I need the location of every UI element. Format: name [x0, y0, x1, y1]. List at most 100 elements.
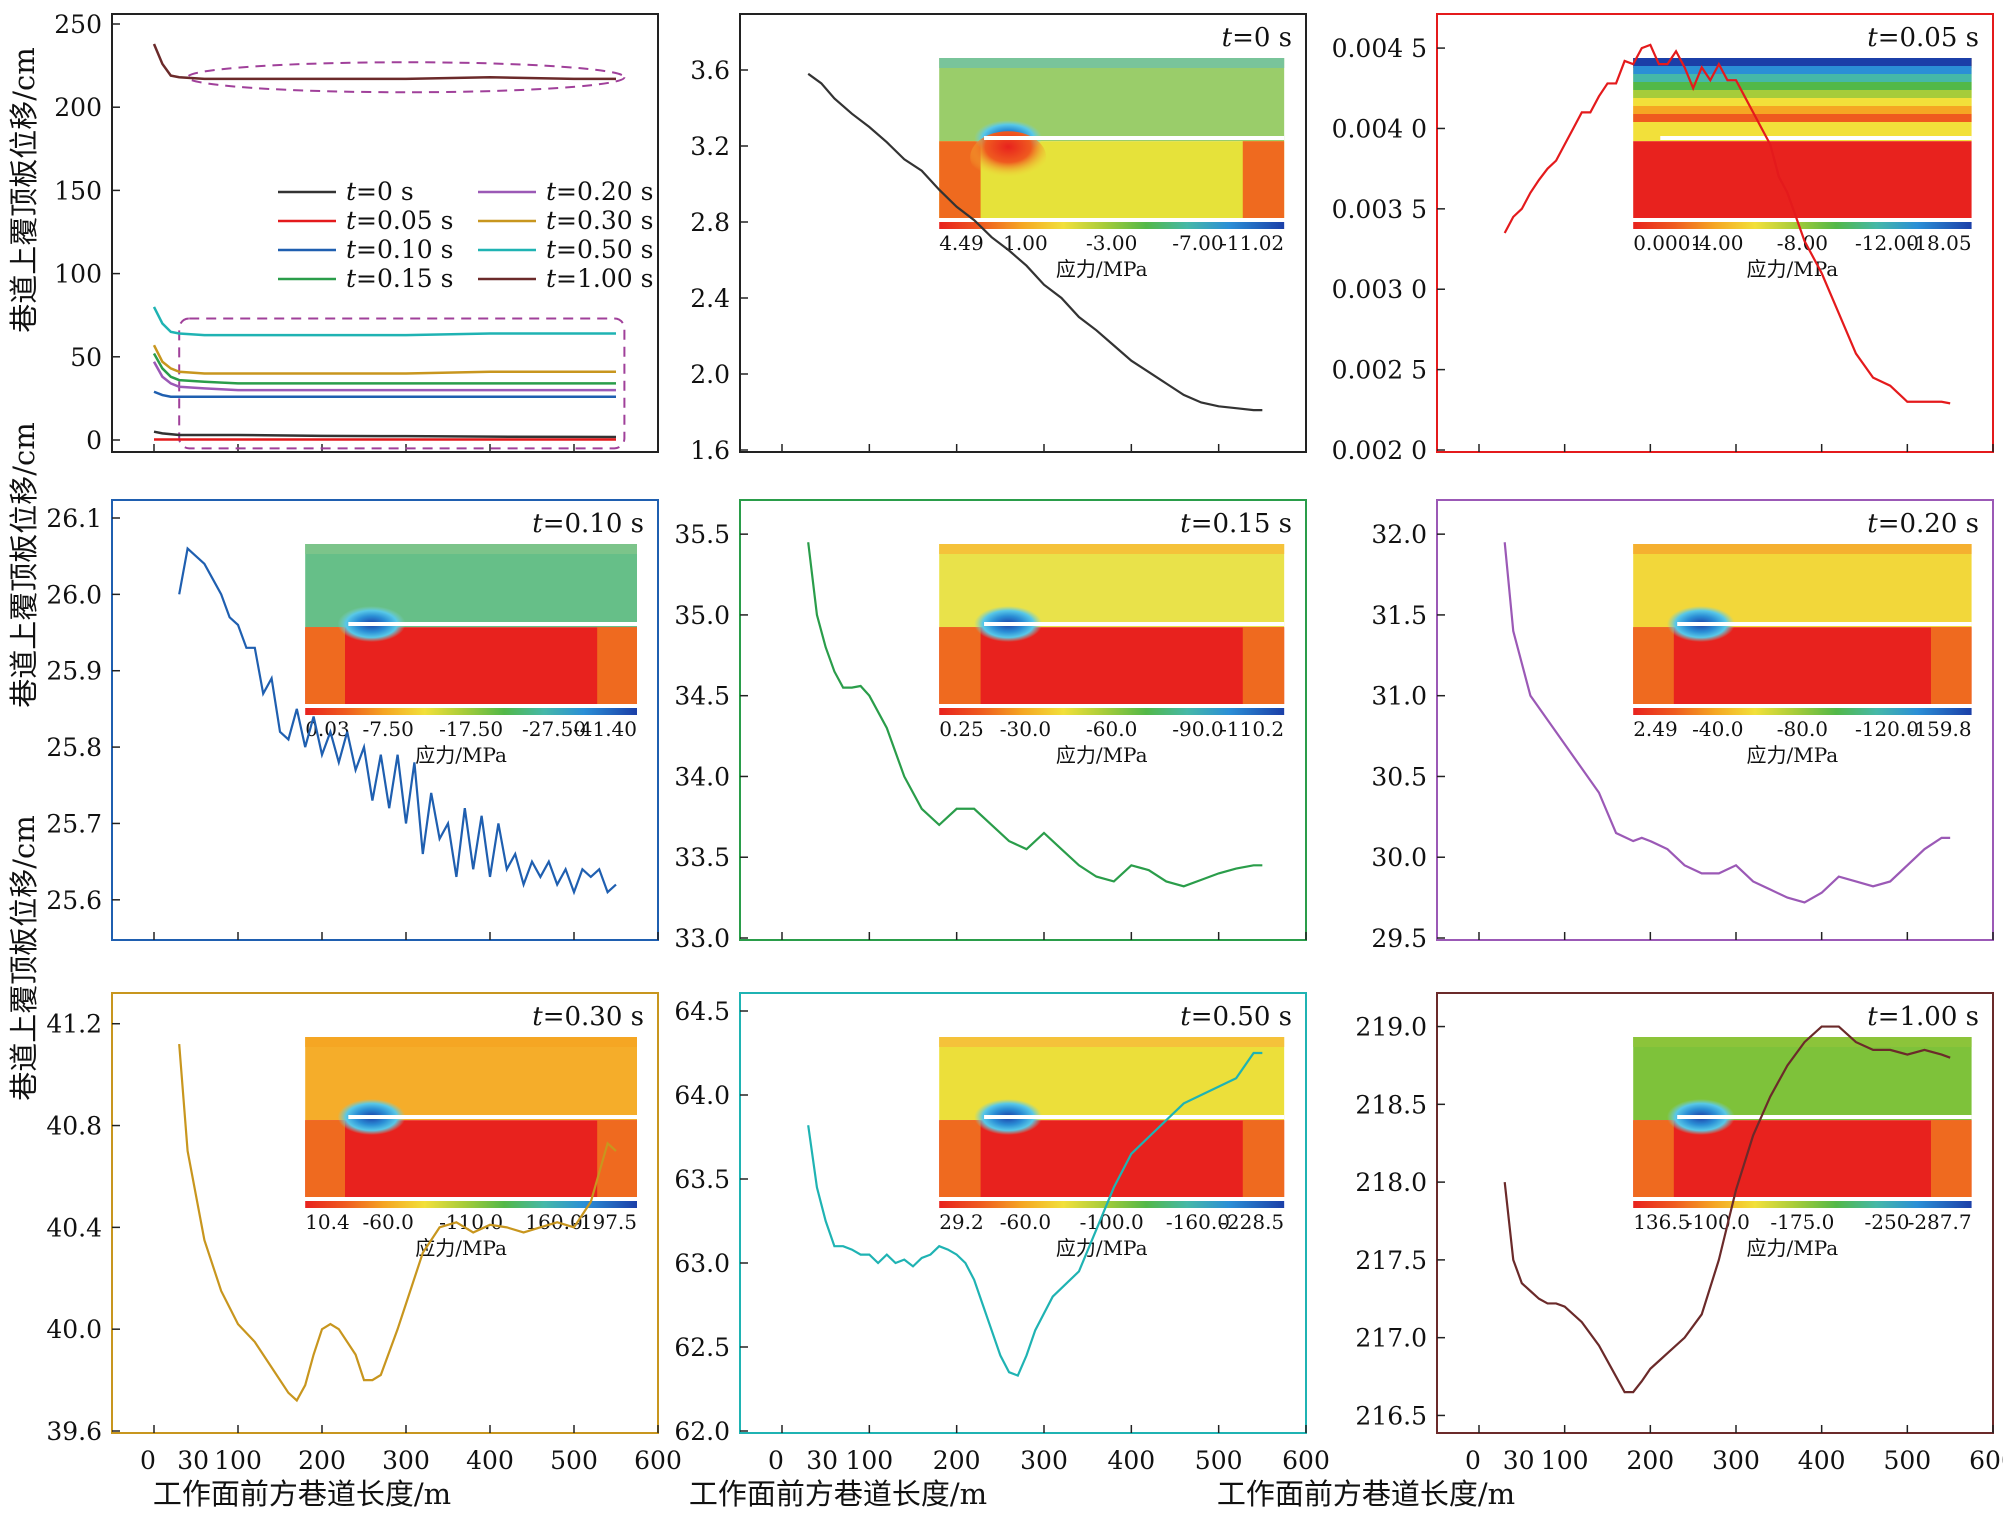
contour-edge-right	[1242, 141, 1285, 218]
y-tick-label: 34.0	[674, 762, 730, 791]
y-tick-label: 218.5	[1355, 1090, 1427, 1119]
contour-top-band	[939, 58, 1285, 68]
y-tick-label: 2.4	[690, 284, 730, 313]
y-tick-label: 62.5	[674, 1333, 730, 1362]
contour-edge-left	[1633, 1120, 1674, 1197]
series-t0s	[153, 430, 617, 439]
colorbar-tick-label: -60.0	[1086, 717, 1137, 741]
stress-contour-inset: 29.2 -60.0 -100.0 -160.0-228.5 应力/MPa	[939, 1037, 1285, 1260]
series-line	[807, 72, 1263, 412]
y-tick-label: 3.6	[690, 56, 730, 85]
y-tick-label: 40.4	[46, 1213, 102, 1242]
stress-contour-inset: 10.4 -60.0 -110.0 160.0-197.5应力/MPa	[305, 1037, 637, 1260]
colorbar-tick-label: 2.49	[1633, 717, 1678, 741]
legend-label: t=0.20 s	[546, 177, 653, 206]
series-line	[1503, 1025, 1951, 1394]
colorbar	[939, 708, 1285, 715]
y-tick-label: 64.0	[674, 1081, 730, 1110]
panel-frame	[111, 499, 659, 941]
colorbar-unit-label: 应力/MPa	[1056, 257, 1148, 281]
y-tick-label: 217.5	[1355, 1246, 1427, 1275]
contour-top-band	[1633, 544, 1972, 554]
colorbar-tick-label: -228.5	[1220, 1210, 1284, 1234]
y-tick-label: 31.0	[1371, 682, 1427, 711]
y-tick-label: 0	[86, 426, 102, 455]
panel-t015: 33.0 33.5 34.0 34.5 35.0 35.5 0.25 -30.0 -60.0 -9…	[674, 499, 1307, 953]
contour-band	[1633, 98, 1972, 106]
colorbar	[1633, 708, 1972, 715]
legend-label: t=0 s	[346, 177, 414, 206]
y-tick-label: 0.002 5	[1332, 356, 1427, 385]
panel-title: t=1.00 s	[1867, 1002, 1979, 1032]
x-tick-label: 500	[1883, 1446, 1931, 1475]
y-tick-label: 29.5	[1371, 924, 1427, 953]
colorbar-unit-label: 应力/MPa	[1056, 743, 1148, 767]
contour-band	[1633, 106, 1972, 114]
contour-top-band	[305, 544, 637, 554]
y-tick-label: 31.5	[1371, 601, 1427, 630]
colorbar	[1633, 222, 1972, 229]
y-tick-label: 30.0	[1371, 843, 1427, 872]
series-t015s	[152, 352, 616, 385]
contour-edge-right	[1930, 627, 1972, 704]
colorbar-unit-label: 应力/MPa	[1056, 1236, 1148, 1260]
contour-red-zone	[970, 131, 1047, 184]
y-tick-label: 33.0	[674, 924, 730, 953]
y-axis-label-row2: 巷道上覆顶板位移/cm	[7, 422, 41, 708]
y-tick-label: 50	[70, 343, 102, 372]
x-tick-label: 300	[382, 1446, 430, 1475]
colorbar-tick-label: 10.4	[305, 1210, 350, 1234]
stress-contour-inset: 136.5-100.0 -175.0 -250-287.7 应力/MPa	[1633, 1037, 1972, 1260]
x-tick-label: 200	[1626, 1446, 1674, 1475]
panel-title: t=0.10 s	[532, 509, 644, 539]
panel-frame	[111, 13, 659, 453]
y-tick-label: 33.5	[674, 843, 730, 872]
colorbar	[1633, 1201, 1972, 1208]
panel-frame	[111, 992, 659, 1434]
contour-band	[1633, 82, 1972, 90]
y-tick-label: 0.003 5	[1332, 195, 1427, 224]
colorbar	[305, 1201, 637, 1208]
y-tick-label: 40.0	[46, 1315, 102, 1344]
y-tick-label: 216.5	[1355, 1401, 1427, 1430]
y-tick-label: 63.0	[674, 1249, 730, 1278]
colorbar-tick-label: -250	[1865, 1210, 1910, 1234]
y-tick-label: 150	[54, 176, 102, 205]
contour-lower	[1633, 141, 1972, 218]
x-tick-label: 500	[550, 1446, 598, 1475]
x-tick-label: 100	[1541, 1446, 1589, 1475]
y-tick-label: 3.2	[690, 132, 730, 161]
panel-t010: 25.625.725.825.926.026.10.03 -7.50 -17.50-…	[46, 499, 659, 941]
panel-t050: 62.0 62.5 63.0 63.5 64.0 64.5 0 100 200 300 400 500…	[674, 992, 1330, 1475]
series-line	[178, 546, 617, 896]
panel-title: t=0.50 s	[1180, 1002, 1292, 1032]
panel-title: t=0.05 s	[1867, 23, 1979, 53]
colorbar-tick-label: -175.0	[1770, 1210, 1834, 1234]
x-tick-label: 100	[214, 1446, 262, 1475]
colorbar-tick-label: -159.8	[1908, 717, 1972, 741]
x-tick-label: 400	[1107, 1446, 1155, 1475]
x-tick-label: 400	[1798, 1446, 1846, 1475]
colorbar	[939, 1201, 1285, 1208]
panel-t030: 39.6 40.0 40.4 40.8 41.2 0 100 200 300 400 500 600 3…	[46, 992, 682, 1475]
y-tick-label: 32.0	[1371, 520, 1427, 549]
legend-label: t=0.30 s	[546, 206, 653, 235]
colorbar-tick-label: -60.0	[1000, 1210, 1051, 1234]
y-tick-label: 218.0	[1355, 1168, 1427, 1197]
stress-contour-inset: 2.49 -40.0 -80.0 -120.0-159.8 应力/MPa	[1633, 544, 1972, 767]
x-tick-label: 600	[1282, 1446, 1330, 1475]
x-tick-label: 0	[1465, 1446, 1481, 1475]
contour-top-band	[939, 1037, 1285, 1047]
contour-edge-left	[305, 1120, 346, 1197]
series-t030s	[152, 344, 616, 375]
panel-title: t=0.20 s	[1867, 509, 1979, 539]
colorbar-unit-label: 应力/MPa	[1747, 743, 1839, 767]
x-tick-label: 0	[140, 1446, 156, 1475]
colorbar-unit-label: 应力/MPa	[415, 743, 507, 767]
legend-label: t=0.15 s	[346, 264, 453, 293]
x-tick-label: 0	[768, 1446, 784, 1475]
x-axis-label-col3: 工作面前方巷道长度/m	[1217, 1477, 1515, 1511]
